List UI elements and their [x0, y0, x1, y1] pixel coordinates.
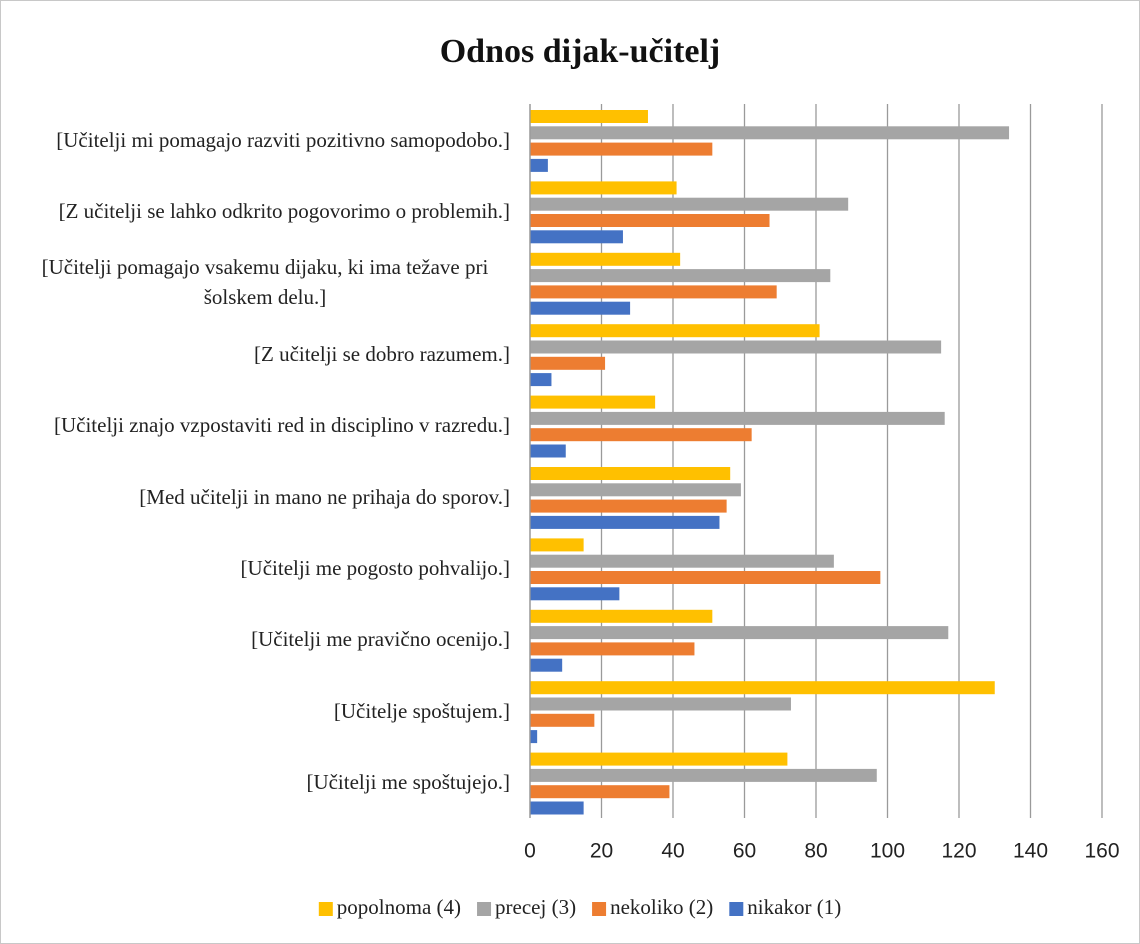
bar	[530, 587, 620, 601]
bar	[530, 571, 881, 584]
bar	[530, 609, 713, 623]
category-text: [Učitelji me pogosto pohvalijo.]	[240, 556, 510, 581]
bar	[530, 658, 563, 672]
bar	[530, 538, 584, 552]
category-label: [Učitelji znajo vzpostaviti red in disci…	[10, 390, 510, 461]
bar	[530, 801, 584, 815]
category-text: [Učitelji me spoštujejo.]	[306, 770, 510, 795]
category-label: [Z učitelji se lahko odkrito pogovorimo …	[10, 175, 510, 246]
bar	[530, 181, 677, 195]
bar	[530, 356, 606, 370]
legend-swatch	[318, 902, 333, 916]
chart-title: Odnos dijak-učitelj	[440, 33, 721, 70]
category-label: [Učitelji pomagajo vsakemu dijaku, ki im…	[10, 247, 510, 318]
legend-label: nekoliko (2)	[610, 895, 713, 919]
bar	[530, 395, 656, 409]
category-label: [Učitelji me pogosto pohvalijo.]	[10, 532, 510, 603]
bar	[530, 768, 877, 782]
legend-swatch	[592, 902, 607, 916]
bar	[530, 626, 949, 640]
bar	[530, 785, 670, 799]
bar	[530, 269, 831, 283]
x-tick-label: 120	[941, 840, 976, 863]
bar	[530, 467, 731, 480]
bar	[530, 483, 741, 497]
bar	[530, 142, 713, 156]
x-tick-label: 0	[524, 840, 536, 863]
category-text: [Učitelje spoštujem.]	[333, 698, 510, 723]
bar	[530, 214, 770, 227]
bar	[530, 285, 777, 299]
bar	[530, 428, 752, 442]
legend-swatch	[477, 902, 492, 916]
bar	[530, 554, 834, 568]
bar	[530, 252, 681, 266]
x-tick-label: 100	[870, 840, 905, 863]
category-text: [Učitelji pomagajo vsakemu dijaku, ki im…	[41, 255, 489, 310]
legend-label: popolnoma (4)	[337, 895, 461, 919]
legend-swatch	[729, 902, 744, 916]
x-tick-label: 40	[661, 840, 684, 863]
bar	[530, 642, 695, 656]
bar	[530, 730, 538, 744]
category-label: [Učitelji me pravično ocenijo.]	[10, 604, 510, 675]
category-text: [Med učitelji in mano ne prihaja do spor…	[139, 484, 510, 509]
bar	[530, 110, 648, 123]
bar	[530, 197, 849, 211]
bar	[530, 301, 631, 315]
category-label: [Učitelje spoštujem.]	[10, 675, 510, 746]
x-tick-label: 20	[590, 840, 613, 863]
bar	[530, 713, 595, 727]
category-label: [Učitelji me spoštujejo.]	[10, 747, 510, 818]
bar	[530, 515, 720, 529]
bar	[530, 681, 995, 695]
x-tick-label: 160	[1084, 840, 1119, 863]
legend-label: nikakor (1)	[747, 895, 841, 919]
category-text: [Z učitelji se lahko odkrito pogovorimo …	[58, 199, 510, 224]
category-label: [Med učitelji in mano ne prihaja do spor…	[10, 461, 510, 532]
legend-label: precej (3)	[495, 895, 576, 919]
bar	[530, 411, 945, 425]
bar	[530, 126, 1010, 140]
category-text: [Učitelji me pravično ocenijo.]	[251, 627, 510, 652]
category-label: [Učitelji mi pomagajo razviti pozitivno …	[10, 104, 510, 175]
bar	[530, 340, 942, 354]
category-label: [Z učitelji se dobro razumem.]	[10, 318, 510, 389]
bar	[530, 752, 788, 766]
category-text: [Z učitelji se dobro razumem.]	[254, 341, 510, 366]
x-tick-label: 80	[804, 840, 827, 863]
category-text: [Učitelji mi pomagajo razviti pozitivno …	[56, 127, 510, 152]
bar	[530, 499, 727, 513]
bar	[530, 373, 552, 387]
bar	[530, 697, 791, 711]
x-tick-label: 60	[733, 840, 756, 863]
bar	[530, 324, 820, 338]
bar	[530, 230, 623, 244]
bar	[530, 444, 566, 458]
x-tick-label: 140	[1013, 840, 1048, 863]
bar	[530, 158, 548, 172]
category-text: [Učitelji znajo vzpostaviti red in disci…	[53, 413, 510, 438]
